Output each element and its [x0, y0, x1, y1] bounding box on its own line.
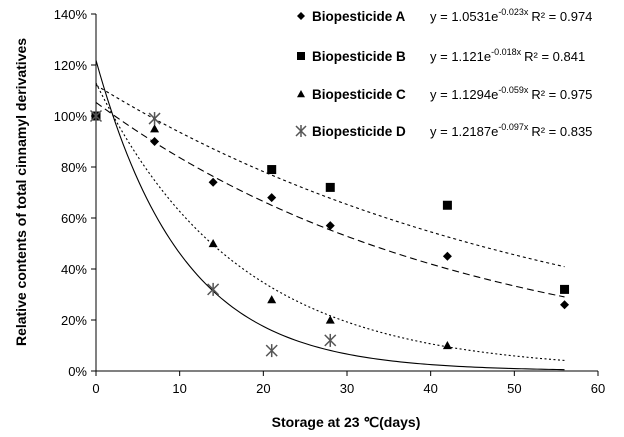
equation-base: y = 1.2187e	[430, 124, 498, 139]
equation-exponent: -0.018x	[491, 47, 522, 57]
data-point-triangle	[150, 124, 160, 133]
equation-exponent: -0.097x	[498, 122, 529, 132]
equation-r2: R² = 0.841	[524, 49, 585, 64]
data-point-triangle	[208, 239, 218, 248]
x-tick-label: 0	[92, 381, 99, 396]
data-point-asterisk	[89, 109, 103, 123]
x-tick-label: 20	[256, 381, 270, 396]
data-point-diamond	[560, 300, 570, 310]
equation-exponent: -0.059x	[498, 85, 529, 95]
data-point-asterisk	[207, 282, 220, 296]
data-point-diamond	[442, 251, 452, 261]
equation-exponent: -0.023x	[498, 7, 529, 17]
data-point-diamond	[267, 193, 277, 203]
legend-equation: y = 1.1294e-0.059x R² = 0.975	[430, 85, 592, 102]
x-axis-label: Storage at 23 ℃(days)	[272, 414, 421, 430]
data-point-asterisk	[148, 112, 161, 126]
legend-equation: y = 1.2187e-0.097x R² = 0.835	[430, 122, 592, 139]
data-point-diamond	[208, 177, 218, 187]
x-tick-label: 30	[340, 381, 354, 396]
y-tick-label: 20%	[61, 313, 87, 328]
legend-marker-asterisk	[295, 125, 307, 137]
data-point-triangle	[325, 315, 335, 324]
equation-r2: R² = 0.835	[531, 124, 592, 139]
data-point-square	[325, 182, 335, 192]
x-tick-label: 10	[172, 381, 186, 396]
legend-name: Biopesticide C	[312, 87, 406, 102]
y-tick-label: 120%	[54, 58, 88, 73]
data-point-square	[267, 165, 277, 175]
equation-base: y = 1.121e	[430, 49, 491, 64]
data-point-asterisk	[324, 333, 337, 347]
equation-base: y = 1.1294e	[430, 87, 498, 102]
data-points	[89, 109, 570, 358]
data-point-triangle	[267, 295, 277, 304]
legend-marker-diamond	[297, 12, 305, 20]
legend-equation: y = 1.0531e-0.023x R² = 0.974	[430, 7, 592, 24]
x-tick-label: 50	[507, 381, 521, 396]
legend-marker-triangle	[297, 90, 305, 98]
y-axis-label: Relative contents of total cinnamyl deri…	[13, 38, 29, 346]
data-point-square	[442, 200, 452, 210]
data-point-diamond	[325, 221, 335, 231]
fit-curve	[95, 84, 565, 268]
y-tick-label: 40%	[61, 262, 87, 277]
legend-equation: y = 1.121e-0.018x R² = 0.841	[430, 47, 585, 64]
equation-base: y = 1.0531e	[430, 9, 498, 24]
axes: 0% 20% 40% 60% 80% 100% 120% 140% 0 10 20 30 40 50 60	[54, 7, 605, 396]
legend-name: Biopesticide B	[312, 49, 406, 64]
equation-r2: R² = 0.974	[531, 9, 592, 24]
data-point-asterisk	[265, 344, 278, 358]
data-point-triangle	[442, 341, 452, 350]
legend-name: Biopesticide D	[312, 124, 406, 139]
y-tick-label: 0%	[68, 364, 87, 379]
data-point-square	[560, 284, 570, 294]
x-tick-label: 40	[423, 381, 437, 396]
data-point-diamond	[150, 137, 160, 146]
equation-r2: R² = 0.975	[531, 87, 592, 102]
y-tick-label: 100%	[54, 109, 88, 124]
fit-curve	[95, 60, 565, 371]
legend-marker-square	[297, 52, 305, 60]
x-tick-label: 60	[591, 381, 605, 396]
y-tick-label: 140%	[54, 7, 88, 22]
y-tick-label: 60%	[61, 211, 87, 226]
y-tick-label: 80%	[61, 160, 87, 175]
legend-name: Biopesticide A	[312, 9, 406, 24]
